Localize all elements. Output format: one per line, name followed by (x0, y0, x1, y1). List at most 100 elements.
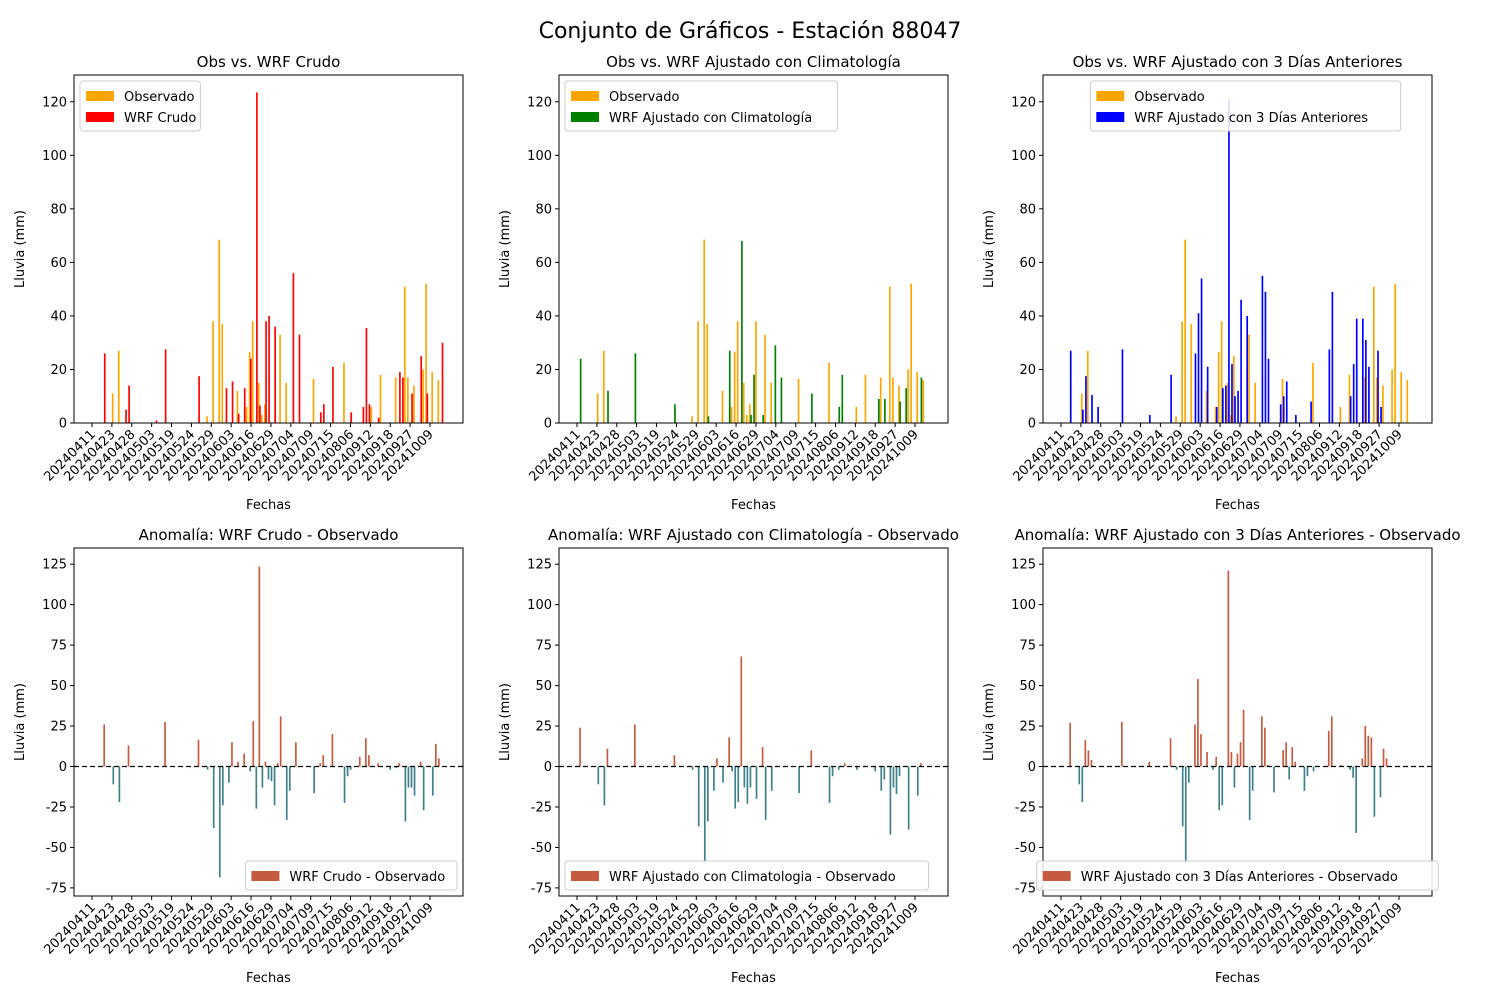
bar (279, 334, 281, 423)
bar (922, 380, 925, 423)
bar (740, 656, 743, 767)
bar (1200, 278, 1203, 423)
bar (441, 342, 444, 423)
bar (1380, 406, 1382, 423)
bar (276, 763, 279, 767)
bar (742, 382, 745, 423)
legend-swatch (1096, 91, 1125, 101)
bar (1251, 766, 1254, 791)
bar (864, 374, 867, 423)
bar (1288, 766, 1291, 780)
bar (831, 766, 834, 777)
bar (264, 761, 267, 767)
bar (883, 766, 886, 780)
bar (731, 766, 734, 772)
bar (780, 377, 783, 423)
y-tick-label: -25 (46, 800, 67, 815)
bar (273, 766, 276, 806)
y-tick-label: 50 (1019, 679, 1036, 694)
panel-title: Obs vs. WRF Ajustado con Climatología (606, 53, 901, 71)
y-tick-label: 125 (1011, 558, 1036, 573)
bar (431, 766, 434, 796)
y-tick-label: 125 (42, 558, 67, 573)
bar (1175, 416, 1177, 423)
bar (1372, 286, 1375, 423)
bar (895, 766, 898, 795)
bar (905, 388, 908, 423)
panel-bottom-right: Anomalía: WRF Ajustado con 3 Días Anteri… (982, 526, 1461, 986)
bar (237, 761, 239, 767)
bar (368, 755, 370, 767)
bar (1327, 730, 1330, 767)
y-tick-label: 60 (1019, 256, 1036, 271)
bar (1260, 716, 1263, 767)
bar (1085, 376, 1087, 423)
bar (1220, 321, 1223, 423)
bar (1215, 756, 1218, 767)
bar (365, 327, 368, 423)
bar (319, 763, 322, 767)
bar (410, 766, 413, 788)
bar (1175, 766, 1178, 770)
bar (252, 721, 255, 767)
y-tick-label: 20 (50, 363, 67, 378)
bar (398, 763, 401, 767)
y-tick-label: 20 (1019, 363, 1036, 378)
y-tick-label: 0 (59, 417, 67, 432)
bar (1303, 766, 1306, 791)
bar (1295, 414, 1297, 423)
bar (1352, 766, 1354, 778)
bar (841, 374, 844, 423)
legend: WRF Ajustado con Climatologia - Observad… (564, 860, 930, 891)
legend-swatch (251, 871, 280, 881)
bar (1306, 766, 1309, 777)
bar (728, 350, 731, 423)
bar (880, 766, 883, 791)
bar (251, 321, 254, 423)
bar (1190, 323, 1193, 423)
y-tick-label: 120 (1011, 95, 1036, 110)
y-axis-label: Lluvia (mm) (982, 683, 997, 761)
panel-bottom-left: Anomalía: WRF Crudo - Observado -75 -50 -25… (13, 526, 464, 986)
axes-frame (73, 74, 464, 424)
bar (761, 747, 764, 767)
y-tick-label: 100 (1011, 598, 1036, 613)
bar (1355, 318, 1358, 423)
bar (395, 766, 398, 769)
bar (419, 761, 422, 767)
bar (1279, 404, 1282, 423)
bar (743, 766, 746, 788)
bar (285, 382, 287, 423)
bar (697, 766, 700, 827)
bar (1363, 377, 1366, 423)
bar (707, 766, 709, 822)
y-tick-label: 75 (50, 639, 67, 654)
bar (746, 766, 749, 804)
bar (255, 766, 258, 809)
bar (103, 724, 106, 767)
bar (218, 239, 221, 423)
legend: Observado WRF Ajustado con 3 Días Anterio… (1089, 80, 1402, 132)
series-1 (579, 240, 923, 423)
bar (1400, 372, 1403, 423)
bar (728, 737, 730, 767)
bar (1184, 766, 1187, 864)
bar (221, 323, 224, 423)
bar (198, 376, 200, 423)
bar (892, 766, 895, 788)
bar (1237, 390, 1239, 423)
bar (770, 382, 772, 423)
bar (1242, 709, 1245, 767)
bar (755, 321, 757, 423)
bar (1264, 727, 1266, 767)
bar (377, 763, 379, 767)
bar (1240, 299, 1242, 423)
bar (733, 352, 736, 423)
bar (285, 766, 288, 820)
axes-frame (73, 547, 464, 897)
bar (295, 742, 297, 767)
bar (259, 405, 261, 423)
bar (1254, 382, 1256, 423)
bar (1170, 374, 1172, 423)
legend-box (564, 860, 930, 891)
